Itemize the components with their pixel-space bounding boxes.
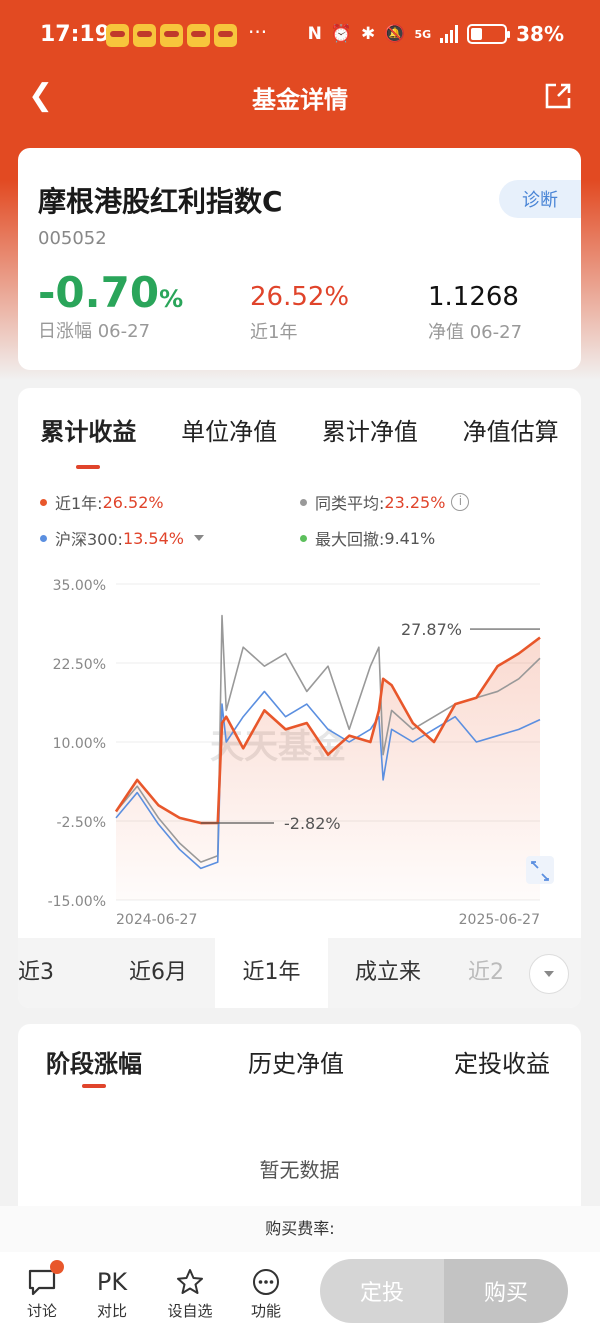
net-value: 1.1268 净值 06-27: [428, 282, 523, 343]
app-notification-icon: [133, 24, 156, 47]
tab-cumulative-nav[interactable]: 累计净值: [321, 418, 418, 446]
fund-summary-card: 摩根港股红利指数C 005052 诊断 -0.70% 日涨幅 06-27 26.…: [18, 148, 581, 370]
fund-code: 005052: [38, 228, 107, 249]
period-selector: 近3月 近6月 近1年 成立来 近2年: [18, 938, 581, 1008]
app-notification-icon: [160, 24, 183, 47]
more-notifications-icon: ···: [248, 20, 268, 44]
period-2y[interactable]: 近2年: [468, 960, 504, 985]
no-data-text: 暂无数据: [259, 1158, 340, 1182]
legend-fund: 近1年: 26.52%: [40, 490, 164, 514]
y-tick-label: 35.00%: [53, 578, 106, 594]
x-tick-label: 2024-06-27: [116, 912, 197, 928]
min-annotation: -2.82%: [284, 814, 341, 833]
one-year-return: 26.52% 近1年: [250, 282, 350, 343]
chevron-down-icon: [544, 971, 554, 977]
page-title: 基金详情: [252, 86, 348, 114]
chevron-down-icon[interactable]: [193, 535, 204, 541]
legend-drawdown: 最大回撤: 9.41%: [300, 526, 435, 550]
tab-history-nav[interactable]: 历史净值: [248, 1050, 344, 1078]
diagnose-button[interactable]: 诊断: [499, 180, 581, 218]
alarm-icon: ⏰: [330, 24, 353, 44]
chart-card: 累计收益 单位净值 累计净值 净值估算 近1年: 26.52% 同类平均: 23.2…: [18, 388, 581, 1008]
x-tick-label: 2025-06-27: [459, 912, 540, 928]
y-tick-label: 22.50%: [53, 657, 106, 673]
clock: 17:19: [40, 22, 111, 47]
add-favorite-button[interactable]: 设自选: [160, 1264, 220, 1321]
tab-unit-nav[interactable]: 单位净值: [181, 418, 278, 446]
return-chart[interactable]: 35.00% 22.50% 10.00% -2.50% -15.00% 2024-06-2…: [18, 568, 581, 928]
action-buttons: 定投 购买: [320, 1259, 568, 1323]
period-dropdown[interactable]: [529, 954, 569, 994]
y-tick-label: 10.00%: [53, 736, 106, 752]
nfc-icon: N: [307, 24, 322, 44]
stats-card: 阶段涨幅 历史净值 定投收益 暂无数据: [18, 1024, 581, 1224]
tab-nav-estimate[interactable]: 净值估算: [462, 418, 559, 446]
compare-button[interactable]: PK 对比: [82, 1264, 142, 1321]
network-label: 5G: [414, 27, 432, 41]
max-annotation: 27.87%: [401, 620, 462, 639]
legend-peer: 同类平均: 23.25% i: [300, 490, 470, 514]
app-notification-icon: [187, 24, 210, 47]
daily-change: -0.70% 日涨幅 06-27: [38, 268, 184, 342]
app-notification-icon: [214, 24, 237, 47]
period-1y[interactable]: 近1年: [215, 938, 328, 1008]
nav-bar: ❮ 基金详情: [0, 72, 600, 122]
period-3m[interactable]: 近3月: [18, 960, 54, 985]
mute-icon: 🔕: [384, 24, 406, 44]
period-6m[interactable]: 近6月: [129, 960, 187, 985]
star-icon: [160, 1264, 220, 1300]
y-tick-label: -15.00%: [48, 894, 106, 910]
tab-sip-return[interactable]: 定投收益: [454, 1050, 550, 1078]
series-line-2: [115, 690, 541, 870]
functions-button[interactable]: 功能: [236, 1264, 296, 1321]
notification-icons: [106, 24, 237, 47]
status-bar: 17:19 ··· N ⏰ ✱ 🔕 5G 38%: [0, 0, 600, 72]
y-tick-label: -2.50%: [56, 815, 106, 831]
discuss-button[interactable]: 讨论: [12, 1260, 72, 1321]
chat-icon: [12, 1264, 72, 1300]
chart-tabs: 累计收益 单位净值 累计净值 净值估算: [18, 412, 581, 469]
bottom-bar: 讨论 PK 对比 设自选 功能 定投 购买: [0, 1252, 600, 1332]
buy-button[interactable]: 购买: [444, 1259, 568, 1323]
pk-icon: PK: [96, 1268, 128, 1296]
legend-hs300[interactable]: 沪深300: 13.54%: [40, 526, 204, 550]
tab-cumulative-return[interactable]: 累计收益: [40, 412, 136, 469]
app-notification-icon: [106, 24, 129, 47]
battery-level: 38%: [516, 22, 564, 46]
sip-button[interactable]: 定投: [320, 1259, 444, 1323]
more-icon: [236, 1264, 296, 1300]
expand-icon[interactable]: [526, 856, 554, 884]
notification-badge: [50, 1260, 64, 1274]
share-icon[interactable]: [544, 82, 572, 110]
bluetooth-icon: ✱: [361, 24, 376, 44]
period-since-inception[interactable]: 成立来: [354, 960, 421, 985]
fund-area-fill: [116, 637, 540, 900]
signal-icon: [440, 25, 459, 43]
tab-stage-return[interactable]: 阶段涨幅: [46, 1044, 142, 1088]
fund-name: 摩根港股红利指数C: [38, 185, 283, 218]
battery-icon: [467, 24, 511, 44]
back-icon[interactable]: ❮: [28, 78, 54, 113]
info-icon[interactable]: i: [451, 493, 470, 511]
fee-rate-label: 购买费率:: [0, 1206, 600, 1252]
